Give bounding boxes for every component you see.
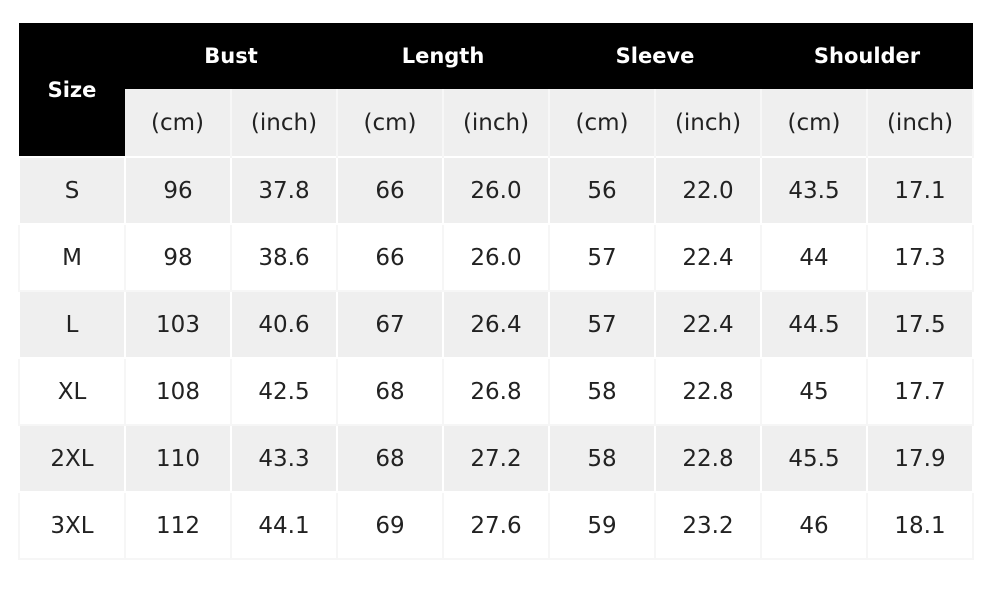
value-cell: 96 bbox=[124, 156, 232, 225]
value-cell: 17.9 bbox=[866, 424, 975, 493]
size-cell: L bbox=[18, 290, 126, 359]
value-cell: 42.5 bbox=[230, 357, 338, 426]
value-cell: 27.6 bbox=[441, 491, 551, 560]
value-cell: 22.4 bbox=[654, 290, 763, 359]
unit-header-cm: (cm) bbox=[125, 89, 232, 157]
value-cell: 57 bbox=[548, 290, 657, 359]
value-cell: 66 bbox=[336, 156, 444, 225]
value-cell: 22.8 bbox=[654, 357, 763, 426]
group-header-bust: Bust bbox=[125, 23, 337, 89]
value-cell: 98 bbox=[124, 223, 232, 292]
value-cell: 43.3 bbox=[230, 424, 338, 493]
value-cell: 110 bbox=[124, 424, 232, 493]
value-cell: 43.5 bbox=[760, 156, 869, 225]
value-cell: 69 bbox=[336, 491, 444, 560]
value-cell: 45 bbox=[760, 357, 869, 426]
table-row: XL 108 42.5 68 26.8 58 22.8 45 17.7 bbox=[18, 357, 975, 426]
value-cell: 26.4 bbox=[441, 290, 551, 359]
value-cell: 22.4 bbox=[654, 223, 763, 292]
size-cell: 3XL bbox=[18, 491, 126, 560]
value-cell: 17.3 bbox=[866, 223, 975, 292]
value-cell: 68 bbox=[336, 424, 444, 493]
value-cell: 26.8 bbox=[441, 357, 551, 426]
unit-header-inch: (inch) bbox=[443, 89, 551, 157]
value-cell: 26.0 bbox=[441, 156, 551, 225]
table-row: M 98 38.6 66 26.0 57 22.4 44 17.3 bbox=[18, 223, 975, 292]
value-cell: 58 bbox=[548, 357, 657, 426]
size-chart-table: Size Bust Length Sleeve Shoulder (cm) (in… bbox=[18, 23, 975, 560]
value-cell: 44.1 bbox=[230, 491, 338, 560]
value-cell: 66 bbox=[336, 223, 444, 292]
value-cell: 23.2 bbox=[654, 491, 763, 560]
value-cell: 67 bbox=[336, 290, 444, 359]
value-cell: 26.0 bbox=[441, 223, 551, 292]
value-cell: 56 bbox=[548, 156, 657, 225]
size-cell: M bbox=[18, 223, 126, 292]
unit-header-inch: (inch) bbox=[231, 89, 338, 157]
table-row: 2XL 110 43.3 68 27.2 58 22.8 45.5 17.9 bbox=[18, 424, 975, 493]
size-header: Size bbox=[19, 23, 125, 157]
size-cell: 2XL bbox=[18, 424, 126, 493]
group-header-shoulder: Shoulder bbox=[761, 23, 974, 89]
value-cell: 37.8 bbox=[230, 156, 338, 225]
table-row: 3XL 112 44.1 69 27.6 59 23.2 46 18.1 bbox=[18, 491, 975, 560]
value-cell: 22.0 bbox=[654, 156, 763, 225]
value-cell: 108 bbox=[124, 357, 232, 426]
value-cell: 44 bbox=[760, 223, 869, 292]
unit-header-cm: (cm) bbox=[337, 89, 444, 157]
value-cell: 40.6 bbox=[230, 290, 338, 359]
value-cell: 17.5 bbox=[866, 290, 975, 359]
value-cell: 17.7 bbox=[866, 357, 975, 426]
unit-header-cm: (cm) bbox=[761, 89, 869, 157]
value-cell: 45.5 bbox=[760, 424, 869, 493]
unit-header-inch: (inch) bbox=[655, 89, 763, 157]
value-cell: 27.2 bbox=[441, 424, 551, 493]
unit-header-inch: (inch) bbox=[867, 89, 975, 157]
value-cell: 22.8 bbox=[654, 424, 763, 493]
value-cell: 112 bbox=[124, 491, 232, 560]
size-cell: XL bbox=[18, 357, 126, 426]
value-cell: 38.6 bbox=[230, 223, 338, 292]
value-cell: 44.5 bbox=[760, 290, 869, 359]
size-cell: S bbox=[18, 156, 126, 225]
value-cell: 58 bbox=[548, 424, 657, 493]
value-cell: 103 bbox=[124, 290, 232, 359]
group-header-length: Length bbox=[337, 23, 550, 89]
value-cell: 59 bbox=[548, 491, 657, 560]
value-cell: 17.1 bbox=[866, 156, 975, 225]
value-cell: 68 bbox=[336, 357, 444, 426]
value-cell: 46 bbox=[760, 491, 869, 560]
group-header-sleeve: Sleeve bbox=[549, 23, 762, 89]
value-cell: 57 bbox=[548, 223, 657, 292]
table-row: L 103 40.6 67 26.4 57 22.4 44.5 17.5 bbox=[18, 290, 975, 359]
value-cell: 18.1 bbox=[866, 491, 975, 560]
table-row: S 96 37.8 66 26.0 56 22.0 43.5 17.1 bbox=[18, 156, 975, 225]
unit-header-cm: (cm) bbox=[549, 89, 657, 157]
